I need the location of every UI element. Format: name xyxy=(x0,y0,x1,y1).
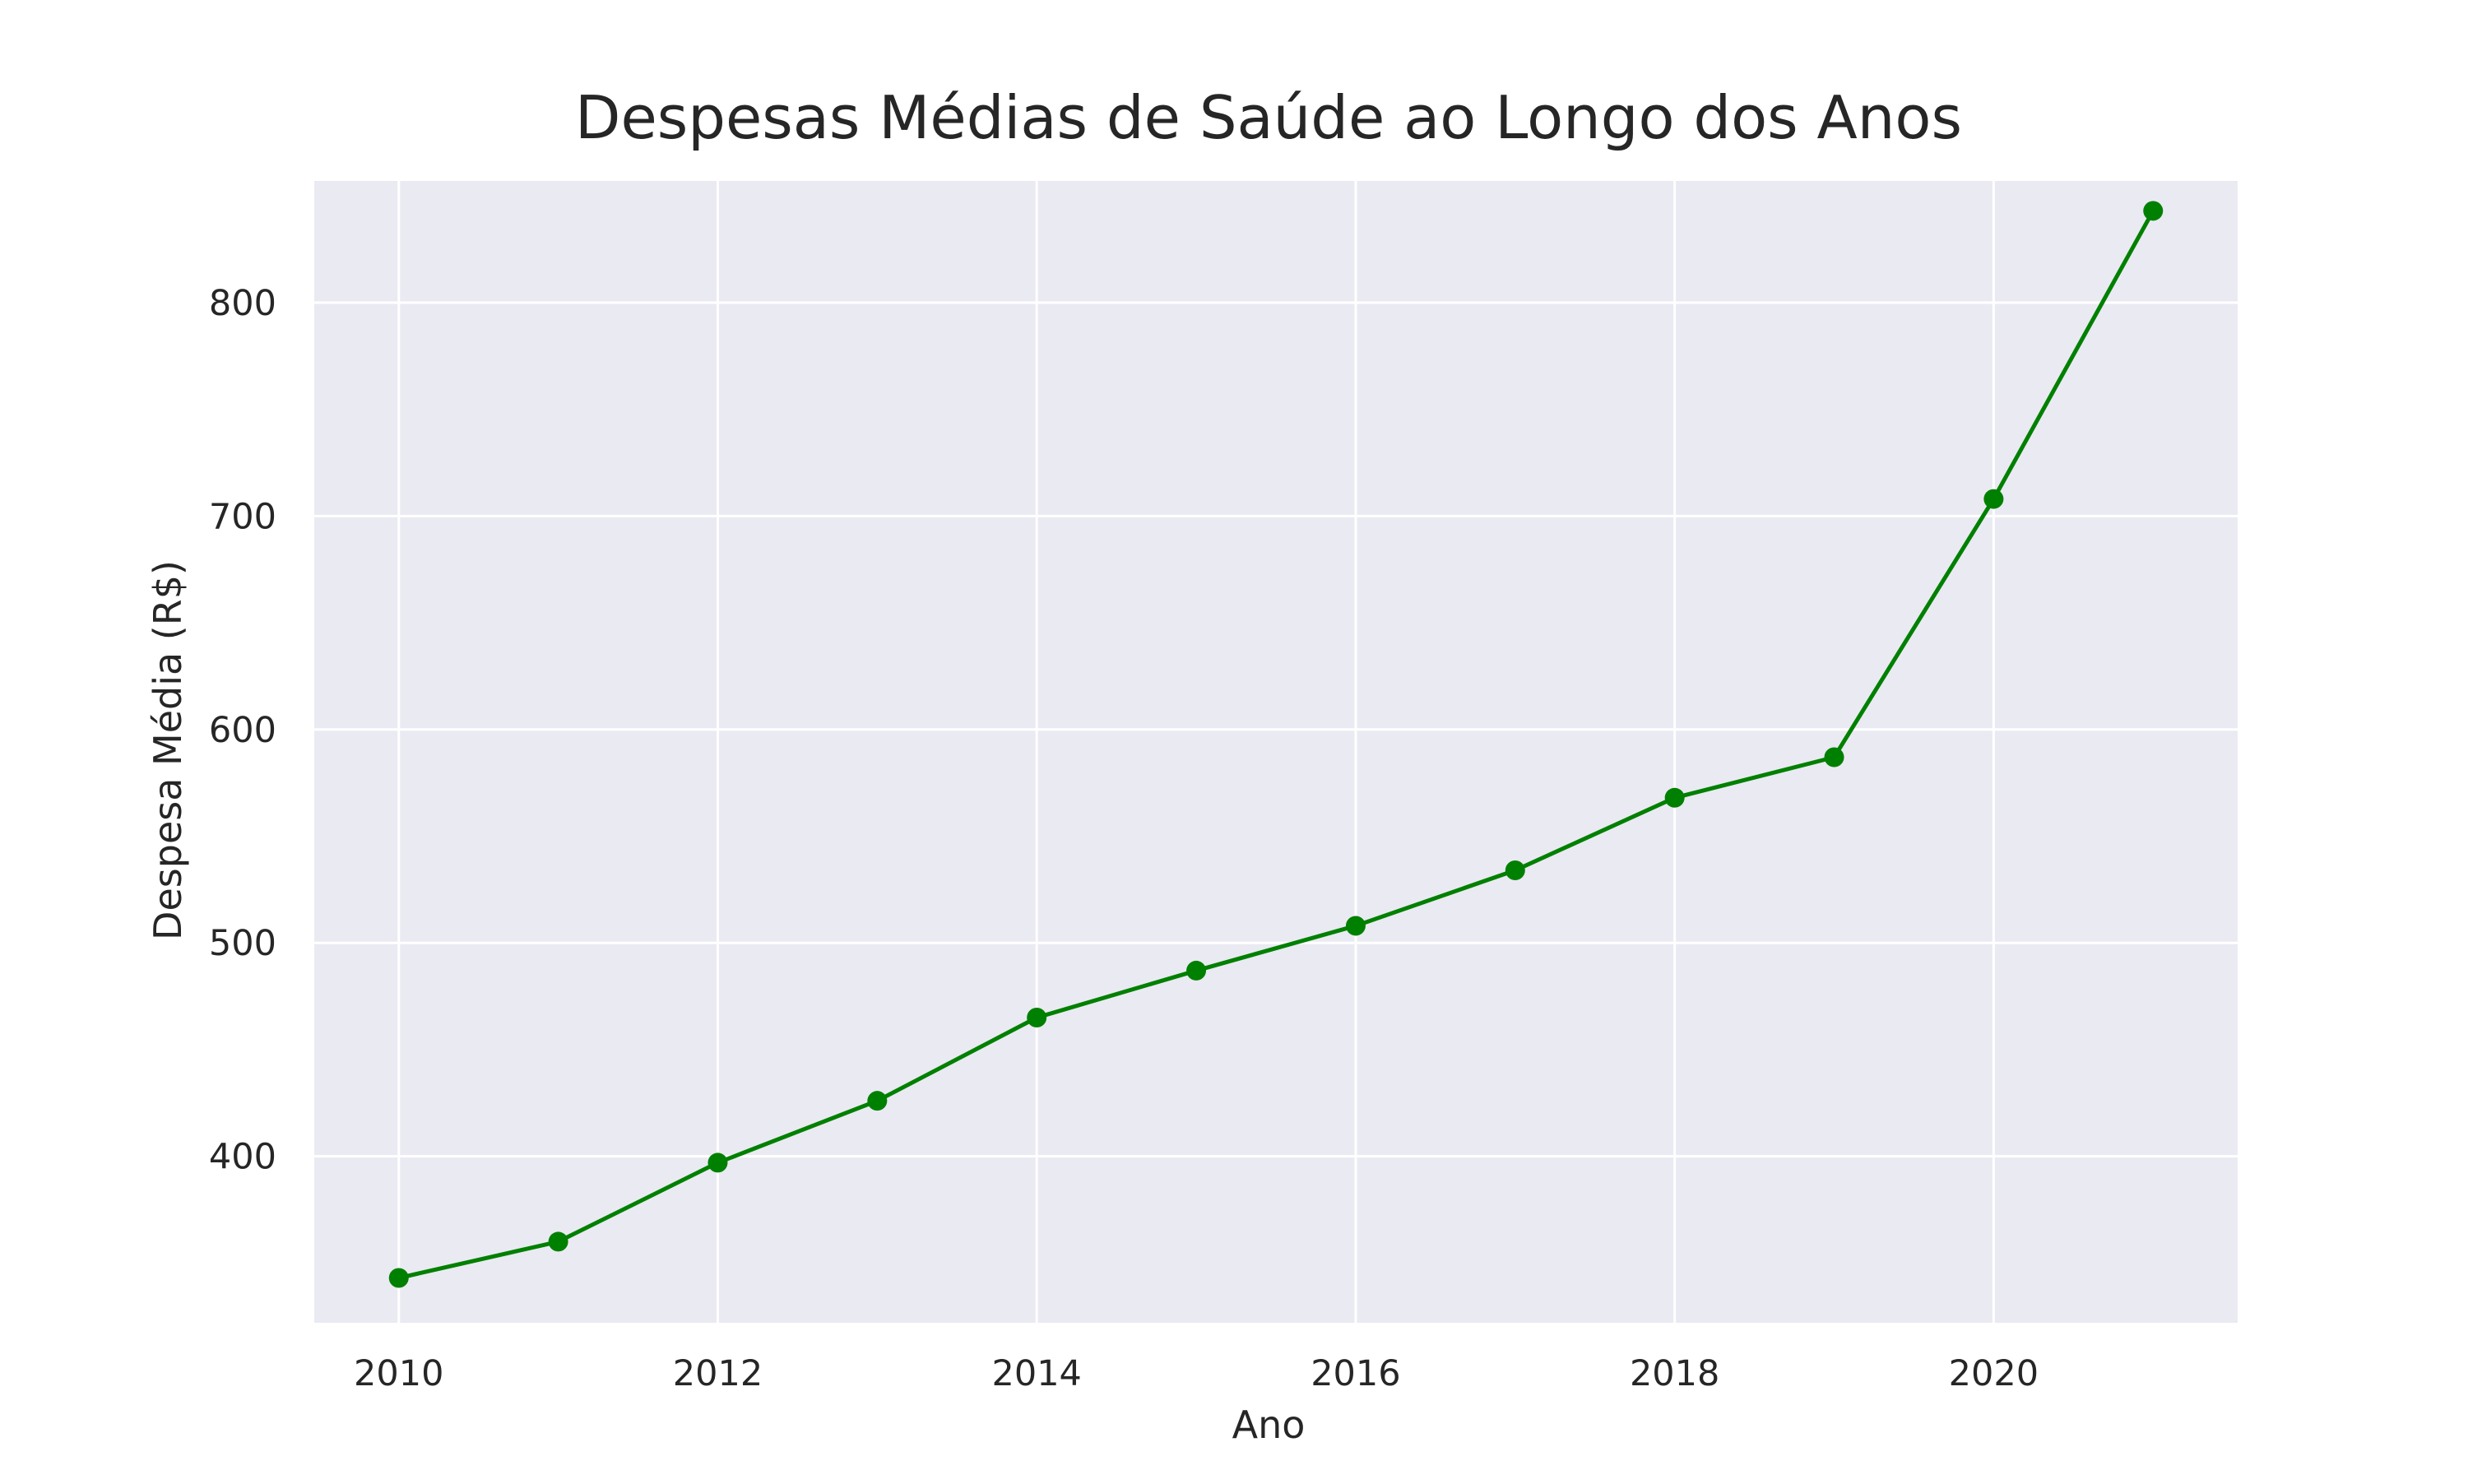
data-point-marker xyxy=(2143,201,2164,221)
y-tick-label: 700 xyxy=(209,496,276,537)
data-point-marker xyxy=(1345,916,1366,936)
x-tick-label: 2020 xyxy=(1949,1353,2039,1394)
data-point-marker xyxy=(548,1231,568,1252)
y-tick-label: 500 xyxy=(209,923,276,964)
data-point-marker xyxy=(1983,489,2004,509)
data-point-marker xyxy=(388,1268,409,1288)
x-axis-label: Ano xyxy=(1232,1403,1306,1447)
x-tick-label: 2014 xyxy=(991,1353,1081,1394)
chart-title: Despesas Médias de Saúde ao Longo dos An… xyxy=(575,83,1962,152)
series-layer xyxy=(388,201,2164,1288)
data-point-marker xyxy=(867,1091,888,1111)
x-tick-label: 2016 xyxy=(1311,1353,1400,1394)
x-tick-label: 2012 xyxy=(673,1353,763,1394)
grid-lines xyxy=(314,181,2238,1323)
y-tick-label: 400 xyxy=(209,1137,276,1178)
plot-background xyxy=(314,181,2238,1323)
data-point-marker xyxy=(1505,860,1525,880)
y-axis-ticks: 400 500 600 700 800 xyxy=(209,283,276,1178)
data-point-marker xyxy=(707,1152,728,1173)
series-line xyxy=(397,208,2155,1281)
y-tick-label: 800 xyxy=(209,283,276,324)
x-tick-label: 2010 xyxy=(354,1353,443,1394)
y-tick-label: 600 xyxy=(209,710,276,751)
data-point-marker xyxy=(1664,787,1685,808)
data-point-marker xyxy=(1186,960,1207,981)
x-axis-ticks: 2010 2012 2014 2016 2018 2020 xyxy=(354,1353,2039,1394)
data-point-marker xyxy=(1824,747,1844,768)
x-tick-label: 2018 xyxy=(1630,1353,1719,1394)
y-axis-label: Despesa Média (R$) xyxy=(146,560,190,940)
data-point-marker xyxy=(1027,1008,1047,1028)
